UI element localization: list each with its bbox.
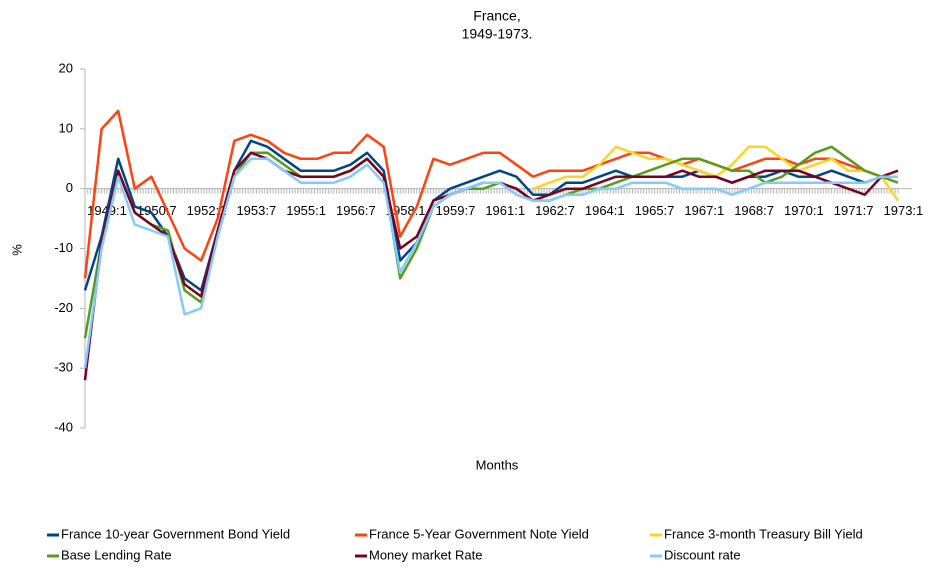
y-tick-label: -20 [54, 300, 73, 315]
x-tick-label: 1971:7 [834, 203, 874, 218]
x-tick-label: 1967:1 [684, 203, 724, 218]
x-tick-label: 1965:7 [635, 203, 675, 218]
x-tick-label: 1955:1 [286, 203, 326, 218]
legend-label: France 5-Year Government Note Yield [369, 526, 589, 541]
x-tick-label: 1962:7 [535, 203, 575, 218]
legend-label: France 3-month Treasury Bill Yield [664, 526, 863, 541]
x-tick-label: 1961:1 [485, 203, 525, 218]
y-tick-label: 20 [59, 60, 73, 75]
y-tick-label: -10 [54, 240, 73, 255]
x-tick-label: 1964:1 [585, 203, 625, 218]
x-axis-label: Months [476, 457, 519, 472]
legend-label: Base Lending Rate [61, 547, 172, 562]
chart-subtitle: 1949-1973. [462, 26, 533, 42]
series-line [83, 157, 898, 369]
x-tick-label: 1953:7 [236, 203, 276, 218]
chart-title: France, [473, 8, 520, 24]
legend-label: France 10-year Government Bond Yield [61, 526, 290, 541]
y-tick-label: -40 [54, 419, 73, 434]
x-tick-label: 1956:7 [336, 203, 376, 218]
x-tick-label: 1959:7 [436, 203, 476, 218]
y-tick-label: 10 [59, 120, 73, 135]
x-tick-label: 1970:1 [784, 203, 824, 218]
y-tick-label: 0 [66, 180, 73, 195]
legend-label: Money market Rate [369, 547, 482, 562]
y-tick-label: -30 [54, 360, 73, 375]
x-tick-label: 1952:1 [187, 203, 227, 218]
x-tick-label: 1973:1 [884, 203, 924, 218]
x-tick-label: 1968:7 [734, 203, 774, 218]
series-line [83, 109, 898, 279]
legend-label: Discount rate [664, 547, 741, 562]
y-axis-label: % [9, 244, 24, 256]
